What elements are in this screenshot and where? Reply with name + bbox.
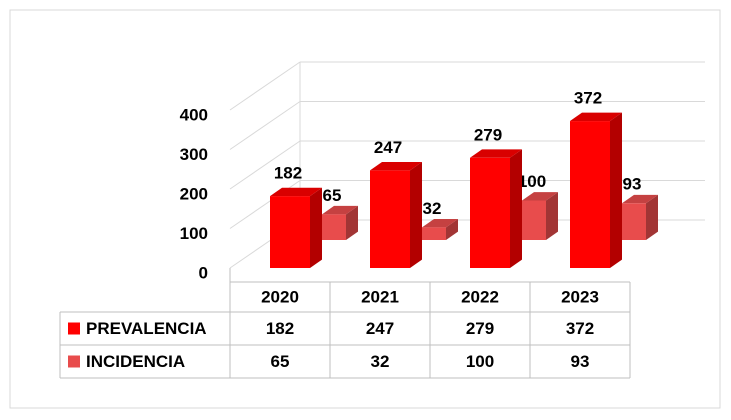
legend-label: INCIDENCIA [86,352,185,371]
data-label: 100 [518,172,546,191]
legend-key [68,355,80,368]
legend-key [68,322,80,335]
data-label: 372 [574,89,602,108]
y-tick-label: 200 [180,184,208,203]
bar-side [546,192,558,240]
legend-label: PREVALENCIA [86,319,207,338]
bar-side [346,205,358,240]
data-label: 32 [423,199,442,218]
table-value: 32 [371,352,390,371]
bar-side [510,149,522,268]
bar-top [570,112,622,122]
y-tick-label: 0 [199,263,208,282]
data-label: 93 [623,175,642,194]
bar-top [322,205,358,215]
table-value: 279 [466,319,494,338]
table-value: 65 [271,352,290,371]
grid-line-diag [229,140,301,190]
bar [370,170,410,268]
bar [322,214,346,240]
bar-side [446,218,458,240]
bar-top [470,149,522,158]
x-tick-label: 2022 [461,287,499,306]
bar [522,200,546,240]
bar-top [622,194,658,204]
data-label: 182 [274,164,302,183]
table-value: 372 [566,319,594,338]
bar-side [410,162,422,268]
grid-line-diag [229,101,301,150]
bar-top [522,192,558,201]
table-value: 182 [266,319,294,338]
data-label: 247 [374,138,402,157]
bar [570,121,610,268]
bar [622,203,646,240]
bar-top [270,187,322,197]
y-tick-label: 300 [180,145,208,164]
x-tick-label: 2021 [361,287,399,306]
grid-line-diag [229,61,301,111]
data-label: 279 [474,125,502,144]
bar-side [610,112,622,268]
bar [470,157,510,268]
table-value: 93 [571,352,590,371]
y-tick-label: 100 [180,224,208,243]
y-tick-label: 400 [180,105,208,124]
bar-side [310,187,322,268]
bar-top [370,162,422,171]
x-tick-label: 2023 [561,287,599,306]
x-tick-label: 2020 [261,287,299,306]
bar-side [646,194,658,240]
bar [270,196,310,268]
table-value: 100 [466,352,494,371]
bar [422,227,446,240]
data-label: 65 [323,186,342,205]
bar-top [422,218,458,228]
table-value: 247 [366,319,394,338]
